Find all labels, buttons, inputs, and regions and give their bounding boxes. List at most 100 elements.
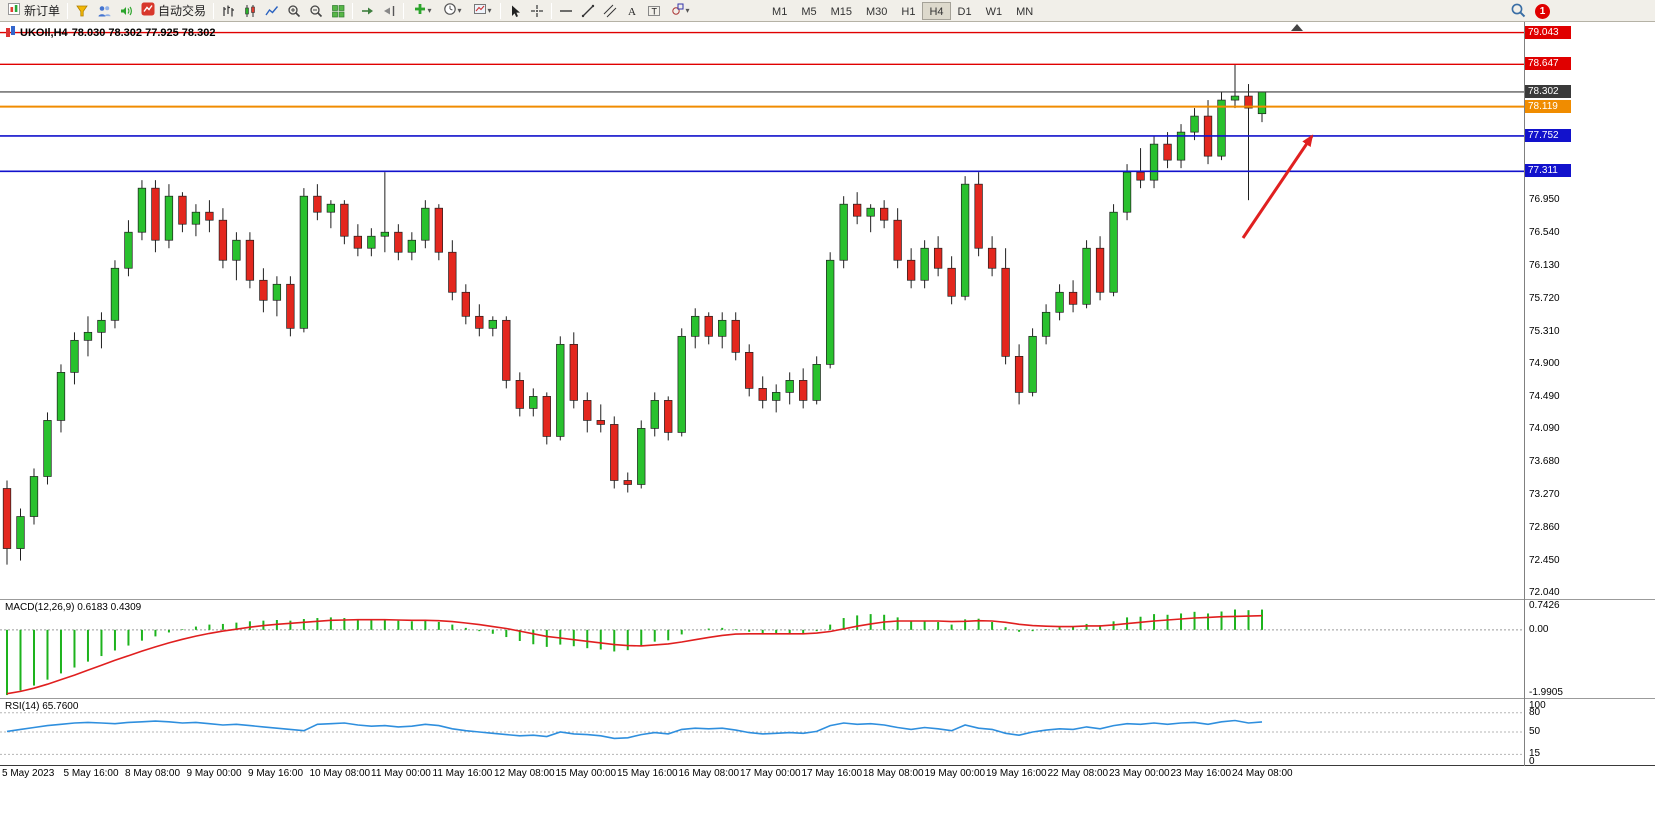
timeframe-M1[interactable]: M1 <box>772 5 788 18</box>
toolbar-separator <box>67 2 69 19</box>
svg-text:T: T <box>652 6 658 16</box>
timeframe-M30[interactable]: M30 <box>866 5 888 18</box>
candle-body <box>623 480 632 485</box>
macd-axis-label: -1.9905 <box>1529 687 1563 698</box>
price-axis-label: 73.680 <box>1529 456 1560 468</box>
candle-body <box>1176 131 1186 161</box>
toolbar-separator <box>352 2 354 19</box>
rsi-line <box>6 719 1263 740</box>
autotrading-label: 自动交易 <box>158 4 207 18</box>
main-toolbar: 新订单 自动交易 ▾ ▾ ▾ A T ▾ M1 M5 M15 M30 H1 H4 D1 W1 M… <box>0 0 1655 22</box>
new-order-icon <box>7 2 21 19</box>
timeframe-M15[interactable]: M15 <box>830 5 852 18</box>
candle-body <box>83 331 93 341</box>
clock-icon <box>443 2 457 19</box>
candle-body <box>205 211 214 221</box>
annotation-arrow <box>1241 134 1314 239</box>
contacts-icon[interactable] <box>93 1 115 20</box>
candle-body <box>448 251 457 293</box>
time-axis-label: 11 May 00:00 <box>371 768 431 779</box>
tile-windows-icon[interactable] <box>327 1 349 20</box>
funnel-icon[interactable] <box>71 1 93 20</box>
cursor-icon[interactable] <box>504 1 526 20</box>
trendline-icon[interactable] <box>577 1 599 20</box>
price-badge-79.043: 79.043 <box>1525 25 1571 39</box>
notification-badge[interactable]: 1 <box>1535 4 1550 19</box>
candle-body <box>1122 171 1132 213</box>
candle-body <box>677 335 686 433</box>
macd-signal-line <box>6 614 1263 695</box>
candle-body <box>137 187 147 233</box>
candle-body <box>947 267 956 297</box>
text-icon[interactable]: A <box>621 1 643 20</box>
price-axis-label: 72.040 <box>1529 587 1560 599</box>
time-axis[interactable]: 5 May 2023 5 May 16:00 8 May 08:00 9 May 00… <box>0 767 1524 782</box>
shapes-icon <box>671 2 685 19</box>
time-axis-label: 16 May 08:00 <box>678 768 740 779</box>
timeframe-H1[interactable]: H1 <box>901 5 916 18</box>
timeframe-H4[interactable]: H4 <box>922 1 951 20</box>
candle-body <box>326 203 336 213</box>
timeframe-D1[interactable]: D1 <box>957 5 972 18</box>
rsi-axis-label: 15 <box>1529 748 1541 760</box>
candlestick-chart-icon[interactable] <box>239 1 261 20</box>
candle-body <box>232 239 241 261</box>
timeframe-W1[interactable]: W1 <box>985 5 1003 18</box>
price-axis[interactable]: 79.043 78.647 78.302 78.119 77.752 77.311 76.9… <box>1524 0 1655 782</box>
time-axis-label: 12 May 08:00 <box>494 768 555 779</box>
candle-body <box>1082 247 1091 305</box>
chart-title: UKOIl,H4 78.030 78.302 77.925 78.302 <box>6 26 215 40</box>
candle-body <box>191 211 201 225</box>
time-axis-label: 15 May 16:00 <box>617 768 678 779</box>
shapes-menu-button[interactable]: ▾ <box>665 1 695 20</box>
periods-menu-button[interactable]: ▾ <box>437 1 467 20</box>
candle-body <box>1136 171 1145 181</box>
candle-body <box>299 195 309 329</box>
horizontal-line-icon[interactable] <box>555 1 577 20</box>
time-axis-label: 17 May 16:00 <box>801 768 863 779</box>
template-icon <box>473 2 487 19</box>
time-axis-label: 9 May 16:00 <box>248 768 304 779</box>
sound-icon[interactable] <box>115 1 137 20</box>
zoom-out-icon[interactable] <box>305 1 327 20</box>
timeframe-M5[interactable]: M5 <box>801 5 817 18</box>
equidistant-channel-icon[interactable] <box>599 1 621 20</box>
candle-body <box>839 203 848 261</box>
candle-body <box>542 396 551 437</box>
templates-menu-button[interactable]: ▾ <box>467 1 497 20</box>
candle-body <box>826 259 835 365</box>
bar-chart-icon[interactable] <box>217 1 239 20</box>
line-chart-icon[interactable] <box>261 1 283 20</box>
auto-scroll-icon[interactable] <box>356 1 378 20</box>
candle-body <box>421 207 430 241</box>
macd-value-signal: 0.4309 <box>110 602 142 613</box>
price-axis-label: 72.450 <box>1529 554 1560 566</box>
search-icon[interactable] <box>1510 2 1526 21</box>
toolbar-separator <box>213 2 215 19</box>
crosshair-icon[interactable] <box>526 1 548 20</box>
candle-body <box>866 207 875 217</box>
candle-body <box>880 207 889 221</box>
candle-body <box>218 219 228 261</box>
chart-shift-icon[interactable] <box>378 1 400 20</box>
rsi-axis-label: 100 <box>1529 700 1546 711</box>
candle-body <box>1257 91 1267 115</box>
zoom-in-icon[interactable] <box>283 1 305 20</box>
new-order-button[interactable]: 新订单 <box>3 1 64 20</box>
symbol-icon <box>6 26 16 40</box>
candle-body <box>29 476 39 517</box>
candle-body <box>367 235 376 249</box>
toolbar-separator <box>500 2 502 19</box>
timeframe-MN[interactable]: MN <box>1016 5 1034 18</box>
indicators-menu-button[interactable]: ▾ <box>407 1 437 20</box>
text-label-icon[interactable]: T <box>643 1 665 20</box>
autotrading-button[interactable]: 自动交易 <box>137 1 210 20</box>
candle-body <box>56 372 66 421</box>
time-axis-label: 23 May 00:00 <box>1109 768 1170 779</box>
candle-body <box>110 267 120 321</box>
rsi-name: RSI(14) <box>5 701 40 712</box>
candle-body <box>259 279 268 301</box>
candle-body <box>1217 99 1226 157</box>
candle-body <box>1149 143 1159 181</box>
